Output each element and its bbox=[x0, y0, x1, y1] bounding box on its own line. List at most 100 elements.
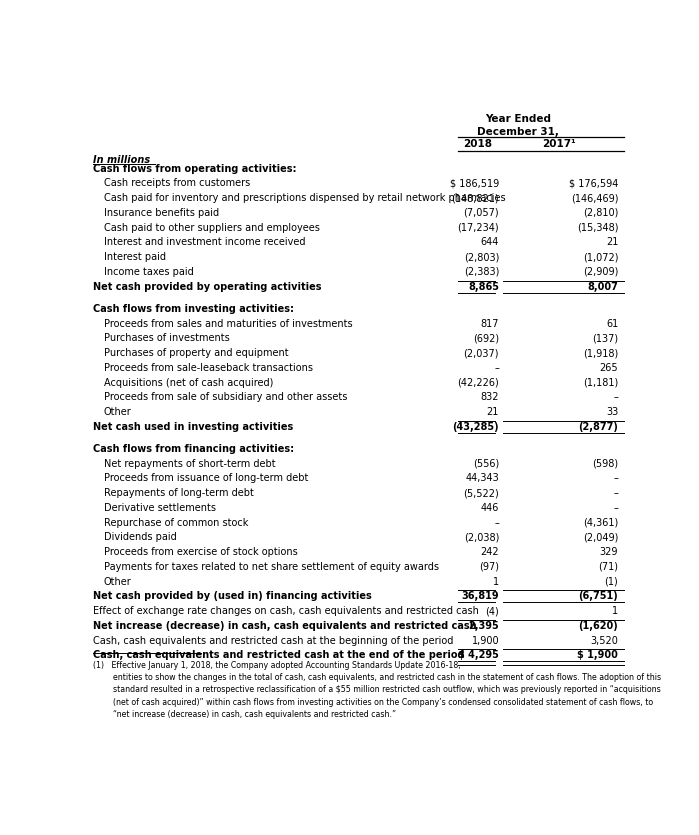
Text: (1,072): (1,072) bbox=[583, 252, 618, 262]
Text: (1,918): (1,918) bbox=[583, 348, 618, 358]
Text: –: – bbox=[614, 503, 618, 513]
Text: Cash, cash equivalents and restricted cash at the beginning of the period: Cash, cash equivalents and restricted ca… bbox=[93, 635, 453, 645]
Text: Cash paid for inventory and prescriptions dispensed by retail network pharmacies: Cash paid for inventory and prescription… bbox=[103, 193, 505, 203]
Text: (4): (4) bbox=[485, 606, 499, 616]
Text: Cash flows from operating activities:: Cash flows from operating activities: bbox=[93, 164, 296, 174]
Text: 832: 832 bbox=[481, 392, 499, 402]
Text: –: – bbox=[614, 488, 618, 498]
Text: 817: 817 bbox=[481, 318, 499, 328]
Text: –: – bbox=[494, 518, 499, 528]
Text: (2,037): (2,037) bbox=[463, 348, 499, 358]
Text: Proceeds from sale-leaseback transactions: Proceeds from sale-leaseback transaction… bbox=[103, 362, 312, 372]
Text: Purchases of property and equipment: Purchases of property and equipment bbox=[103, 348, 288, 358]
Text: $ 1,900: $ 1,900 bbox=[577, 650, 618, 660]
Text: In millions: In millions bbox=[93, 154, 150, 164]
Text: (17,234): (17,234) bbox=[457, 223, 499, 233]
Text: (1,620): (1,620) bbox=[579, 621, 618, 631]
Text: Repurchase of common stock: Repurchase of common stock bbox=[103, 518, 248, 528]
Text: (2,810): (2,810) bbox=[583, 208, 618, 218]
Text: (556): (556) bbox=[473, 458, 499, 468]
Text: Effect of exchange rate changes on cash, cash equivalents and restricted cash: Effect of exchange rate changes on cash,… bbox=[93, 606, 479, 616]
Text: Net cash provided by operating activities: Net cash provided by operating activitie… bbox=[93, 281, 322, 291]
Text: Payments for taxes related to net share settlement of equity awards: Payments for taxes related to net share … bbox=[103, 562, 439, 572]
Text: 265: 265 bbox=[600, 362, 618, 372]
Text: Net cash used in investing activities: Net cash used in investing activities bbox=[93, 422, 293, 432]
Text: Income taxes paid: Income taxes paid bbox=[103, 267, 194, 277]
Text: –: – bbox=[614, 392, 618, 402]
Text: (2,909): (2,909) bbox=[583, 267, 618, 277]
Text: (15,348): (15,348) bbox=[577, 223, 618, 233]
Text: 33: 33 bbox=[606, 407, 618, 417]
Text: 329: 329 bbox=[600, 547, 618, 557]
Text: (2,803): (2,803) bbox=[463, 252, 499, 262]
Text: (6,751): (6,751) bbox=[579, 591, 618, 601]
Text: Cash flows from financing activities:: Cash flows from financing activities: bbox=[93, 444, 294, 454]
Text: (1,181): (1,181) bbox=[583, 377, 618, 387]
Text: (146,469): (146,469) bbox=[571, 193, 618, 203]
Text: 8,865: 8,865 bbox=[468, 281, 499, 291]
Text: Proceeds from sales and maturities of investments: Proceeds from sales and maturities of in… bbox=[103, 318, 352, 328]
Text: December 31,: December 31, bbox=[477, 127, 559, 137]
Text: (692): (692) bbox=[473, 333, 499, 343]
Text: Dividends paid: Dividends paid bbox=[103, 533, 176, 543]
Text: (2,877): (2,877) bbox=[578, 422, 618, 432]
Text: (4,361): (4,361) bbox=[583, 518, 618, 528]
Text: Net increase (decrease) in cash, cash equivalents and restricted cash: Net increase (decrease) in cash, cash eq… bbox=[93, 621, 477, 631]
Text: 644: 644 bbox=[481, 237, 499, 247]
Text: “net increase (decrease) in cash, cash equivalents and restricted cash.”: “net increase (decrease) in cash, cash e… bbox=[93, 710, 396, 719]
Text: 242: 242 bbox=[480, 547, 499, 557]
Text: $ 186,519: $ 186,519 bbox=[450, 179, 499, 189]
Text: Net cash provided by (used in) financing activities: Net cash provided by (used in) financing… bbox=[93, 591, 372, 601]
Text: (7,057): (7,057) bbox=[463, 208, 499, 218]
Text: 61: 61 bbox=[606, 318, 618, 328]
Text: (2,038): (2,038) bbox=[463, 533, 499, 543]
Text: (598): (598) bbox=[592, 458, 618, 468]
Text: entities to show the changes in the total of cash, cash equivalents, and restric: entities to show the changes in the tota… bbox=[93, 673, 661, 682]
Text: (2,049): (2,049) bbox=[583, 533, 618, 543]
Text: 1: 1 bbox=[612, 606, 618, 616]
Text: 21: 21 bbox=[487, 407, 499, 417]
Text: Proceeds from sale of subsidiary and other assets: Proceeds from sale of subsidiary and oth… bbox=[103, 392, 347, 402]
Text: 2,395: 2,395 bbox=[468, 621, 499, 631]
Text: standard resulted in a retrospective reclassification of a $55 million restricte: standard resulted in a retrospective rec… bbox=[93, 686, 661, 694]
Text: (net of cash acquired)” within cash flows from investing activities on the Compa: (net of cash acquired)” within cash flow… bbox=[93, 697, 653, 706]
Text: (97): (97) bbox=[479, 562, 499, 572]
Text: 2017¹: 2017¹ bbox=[542, 139, 575, 149]
Text: Derivative settlements: Derivative settlements bbox=[103, 503, 215, 513]
Text: Proceeds from issuance of long-term debt: Proceeds from issuance of long-term debt bbox=[103, 473, 308, 483]
Text: Year Ended: Year Ended bbox=[485, 114, 551, 124]
Text: –: – bbox=[494, 362, 499, 372]
Text: Cash flows from investing activities:: Cash flows from investing activities: bbox=[93, 304, 294, 314]
Text: (5,522): (5,522) bbox=[463, 488, 499, 498]
Text: (1): (1) bbox=[605, 577, 618, 587]
Text: 1,900: 1,900 bbox=[471, 635, 499, 645]
Text: (71): (71) bbox=[598, 562, 618, 572]
Text: 446: 446 bbox=[481, 503, 499, 513]
Text: Net repayments of short-term debt: Net repayments of short-term debt bbox=[103, 458, 275, 468]
Text: Cash receipts from customers: Cash receipts from customers bbox=[103, 179, 250, 189]
Text: Cash paid to other suppliers and employees: Cash paid to other suppliers and employe… bbox=[103, 223, 319, 233]
Text: Interest paid: Interest paid bbox=[103, 252, 166, 262]
Text: 44,343: 44,343 bbox=[466, 473, 499, 483]
Text: Repayments of long-term debt: Repayments of long-term debt bbox=[103, 488, 254, 498]
Text: Purchases of investments: Purchases of investments bbox=[103, 333, 229, 343]
Text: 21: 21 bbox=[606, 237, 618, 247]
Text: Other: Other bbox=[103, 407, 131, 417]
Text: (43,285): (43,285) bbox=[452, 422, 499, 432]
Text: Interest and investment income received: Interest and investment income received bbox=[103, 237, 305, 247]
Text: (148,821): (148,821) bbox=[452, 193, 499, 203]
Text: $ 176,594: $ 176,594 bbox=[569, 179, 618, 189]
Text: Other: Other bbox=[103, 577, 131, 587]
Text: 1: 1 bbox=[493, 577, 499, 587]
Text: 36,819: 36,819 bbox=[461, 591, 499, 601]
Text: (1)   Effective January 1, 2018, the Company adopted Accounting Standards Update: (1) Effective January 1, 2018, the Compa… bbox=[93, 660, 463, 670]
Text: 3,520: 3,520 bbox=[591, 635, 618, 645]
Text: (2,383): (2,383) bbox=[463, 267, 499, 277]
Text: 2018: 2018 bbox=[463, 139, 492, 149]
Text: Acquisitions (net of cash acquired): Acquisitions (net of cash acquired) bbox=[103, 377, 273, 387]
Text: (42,226): (42,226) bbox=[457, 377, 499, 387]
Text: Proceeds from exercise of stock options: Proceeds from exercise of stock options bbox=[103, 547, 297, 557]
Text: $ 4,295: $ 4,295 bbox=[459, 650, 499, 660]
Text: –: – bbox=[614, 473, 618, 483]
Text: 8,007: 8,007 bbox=[587, 281, 618, 291]
